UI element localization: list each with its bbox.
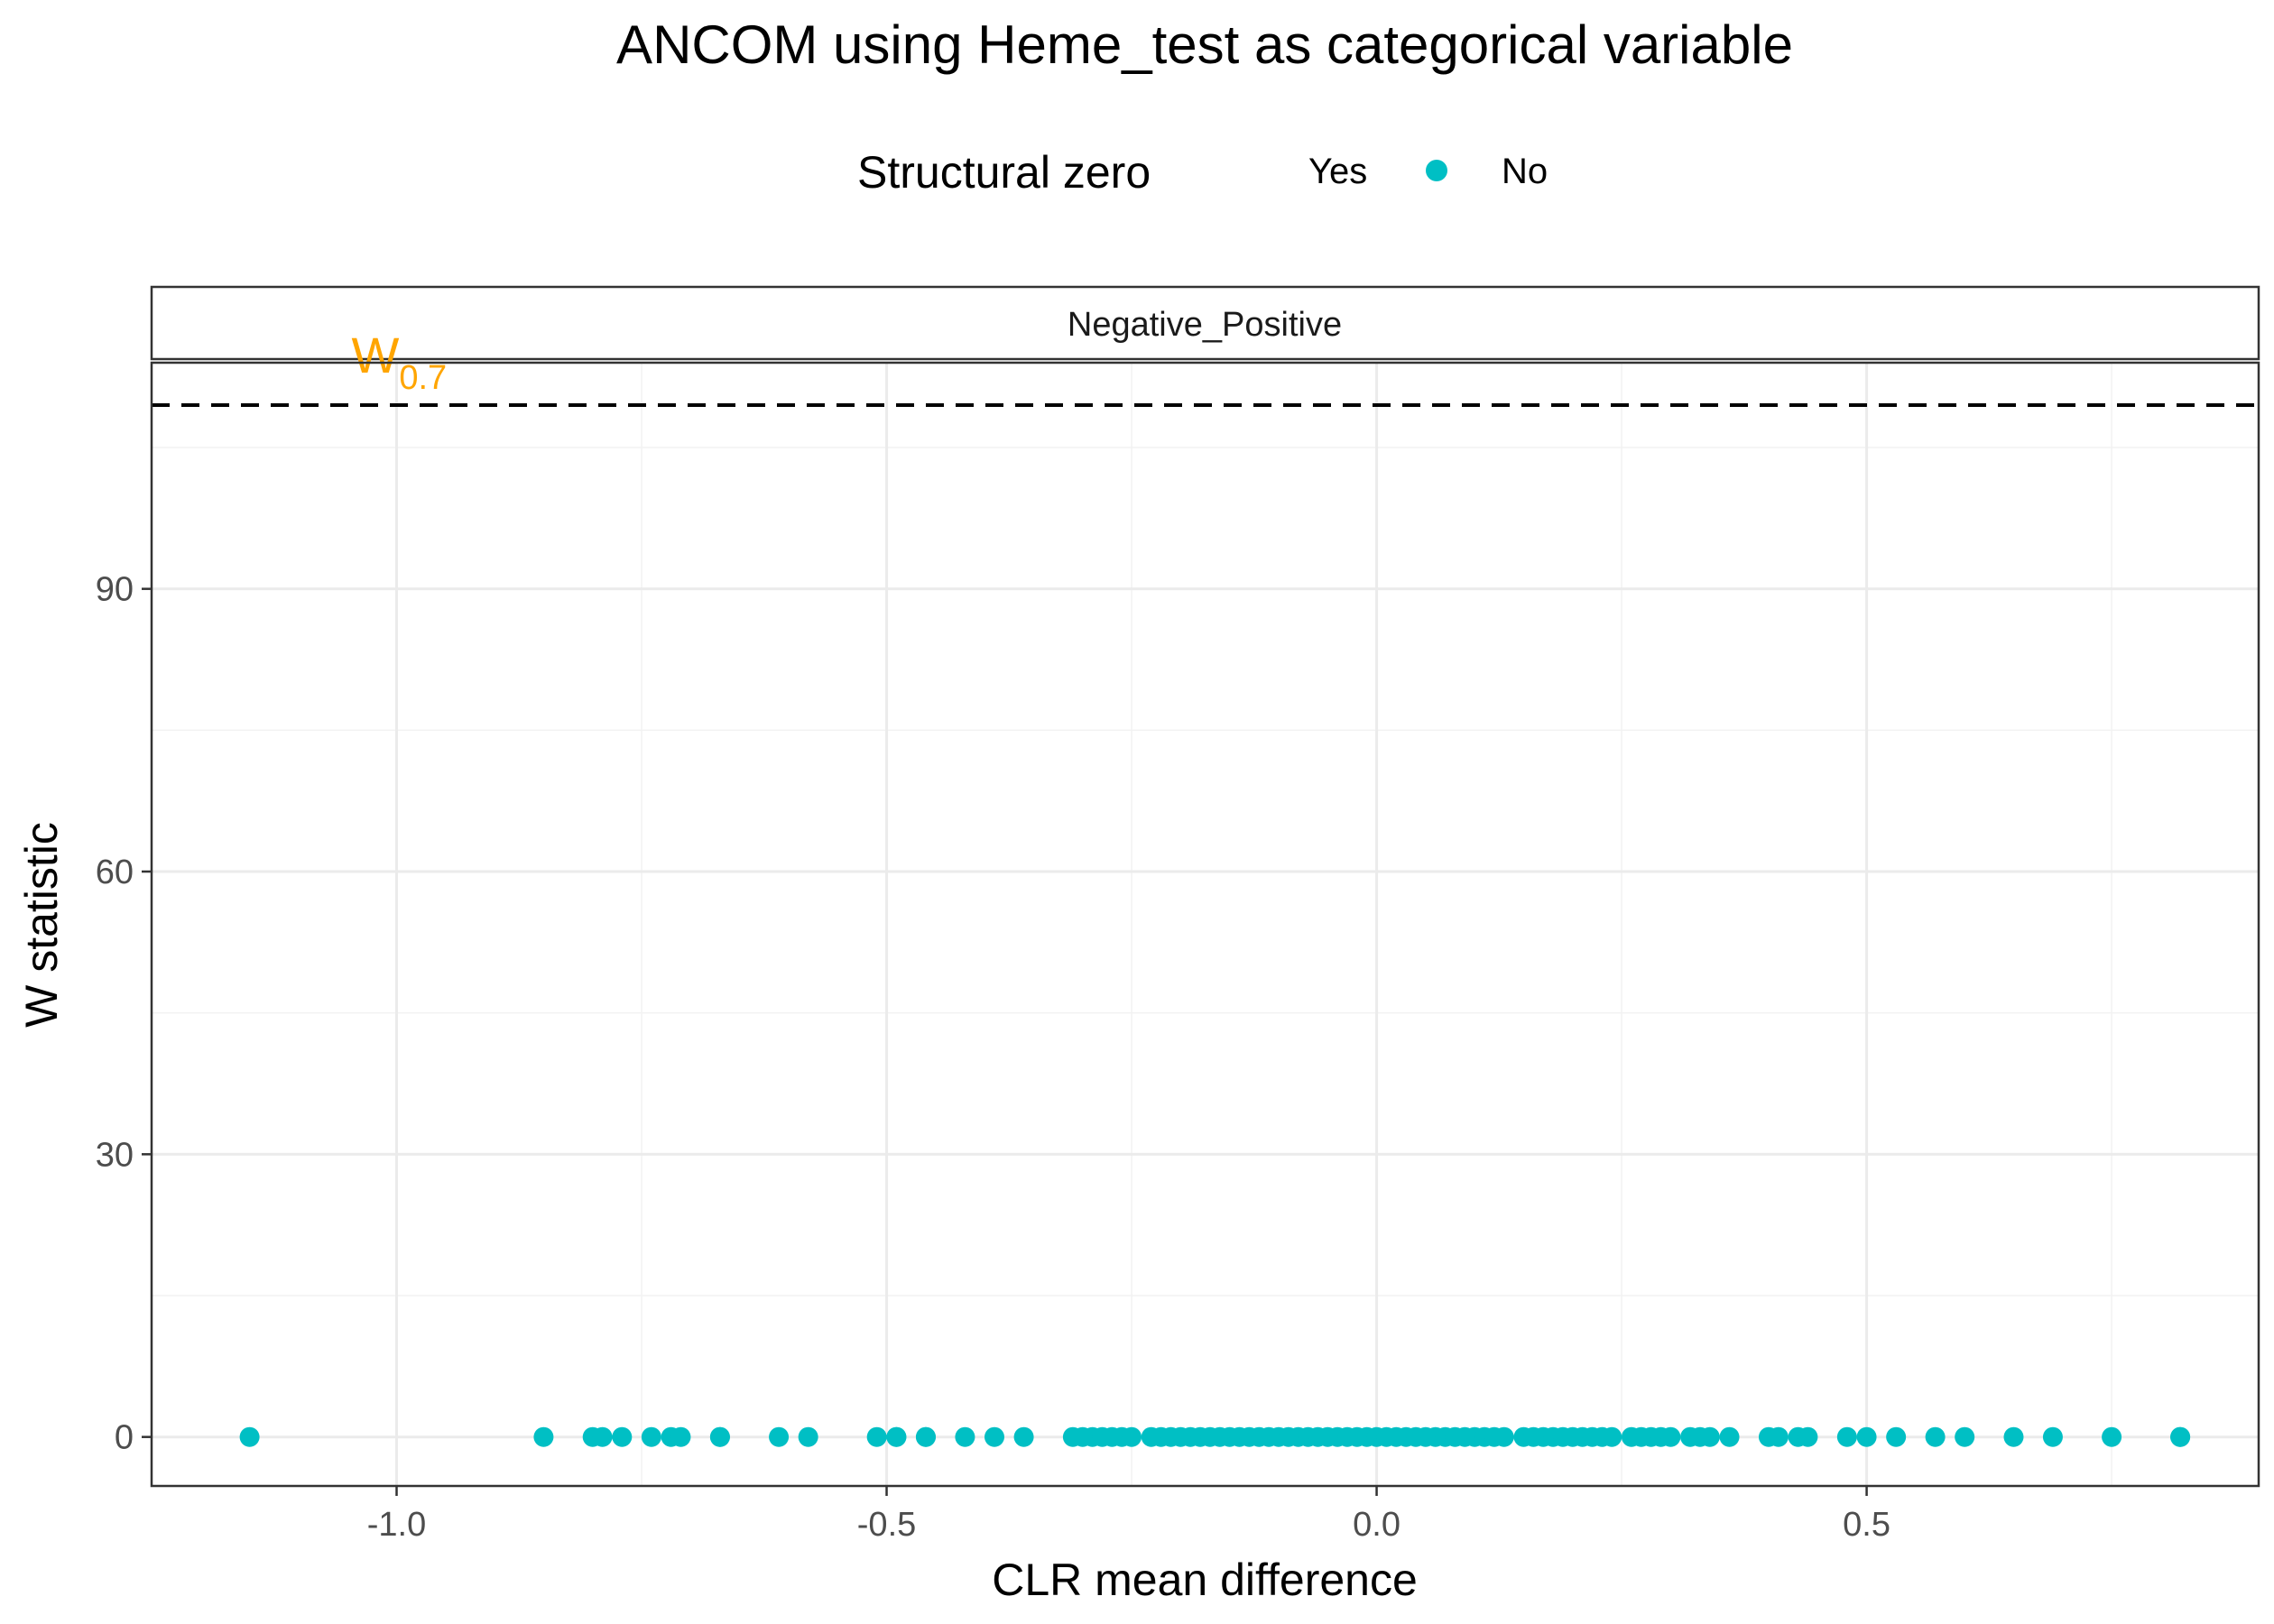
- y-tick-label: 0: [115, 1419, 134, 1457]
- data-point: [1493, 1426, 1514, 1447]
- data-point: [866, 1426, 887, 1447]
- data-point: [984, 1426, 1004, 1447]
- data-point: [1955, 1426, 1975, 1447]
- legend-title: Structural zero: [857, 147, 1151, 198]
- data-point: [709, 1426, 730, 1447]
- data-point: [612, 1426, 633, 1447]
- y-tick-label: 30: [96, 1136, 134, 1174]
- data-point: [1768, 1426, 1789, 1447]
- panel-background: [152, 363, 2259, 1486]
- x-tick-label: 0.5: [1843, 1506, 1890, 1544]
- data-point: [1699, 1426, 1720, 1447]
- facet-label: Negative_Positive: [1068, 306, 1342, 344]
- data-point: [239, 1426, 260, 1447]
- threshold-label: W0.7: [352, 327, 448, 397]
- data-point: [2003, 1426, 2024, 1447]
- data-point: [1660, 1426, 1681, 1447]
- facet-strip-box: [150, 285, 2260, 361]
- major-gridlines: [152, 363, 2259, 1486]
- data-point: [2102, 1426, 2122, 1447]
- data-point: [533, 1426, 554, 1447]
- data-point: [2042, 1426, 2063, 1447]
- data-point: [915, 1426, 936, 1447]
- data-point: [1122, 1426, 1142, 1447]
- x-axis: -1.0 -0.5 0.0 0.5: [367, 1486, 1890, 1544]
- data-point: [1886, 1426, 1907, 1447]
- data-point: [2170, 1426, 2191, 1447]
- y-axis: 0 30 60 90: [96, 571, 152, 1457]
- panel-border: [150, 361, 2260, 1488]
- facet-strip: Negative_Positive: [150, 285, 2260, 361]
- legend-label-yes: Yes: [1308, 152, 1367, 191]
- data-point: [1798, 1426, 1818, 1447]
- threshold: W0.7: [152, 327, 2259, 408]
- data-point: [641, 1426, 661, 1447]
- x-axis-label: CLR mean difference: [992, 1555, 1418, 1605]
- data-points: [239, 1426, 2191, 1447]
- chart-title: ANCOM using Heme_test as categorical var…: [616, 14, 1793, 75]
- legend: Structural zero Yes No: [857, 147, 1548, 198]
- x-tick-label: -0.5: [857, 1506, 916, 1544]
- y-tick-label: 60: [96, 854, 134, 891]
- data-point: [1925, 1426, 1946, 1447]
- x-tick-label: 0.0: [1353, 1506, 1400, 1544]
- data-point: [670, 1426, 691, 1447]
- data-point: [1856, 1426, 1877, 1447]
- data-point: [1719, 1426, 1740, 1447]
- data-point: [798, 1426, 818, 1447]
- data-point: [886, 1426, 907, 1447]
- threshold-label-sub: 0.7: [399, 359, 447, 397]
- data-point: [1013, 1426, 1034, 1447]
- legend-label-no: No: [1502, 152, 1548, 191]
- data-point: [769, 1426, 790, 1447]
- data-point: [1602, 1426, 1622, 1447]
- data-point: [1836, 1426, 1857, 1447]
- threshold-label-main: W: [352, 327, 400, 383]
- panel: W0.7: [150, 327, 2260, 1488]
- x-tick-label: -1.0: [367, 1506, 426, 1544]
- legend-key-no: [1426, 160, 1447, 181]
- y-tick-label: 90: [96, 571, 134, 609]
- data-point: [955, 1426, 975, 1447]
- y-axis-label: W statistic: [16, 822, 67, 1028]
- data-point: [592, 1426, 613, 1447]
